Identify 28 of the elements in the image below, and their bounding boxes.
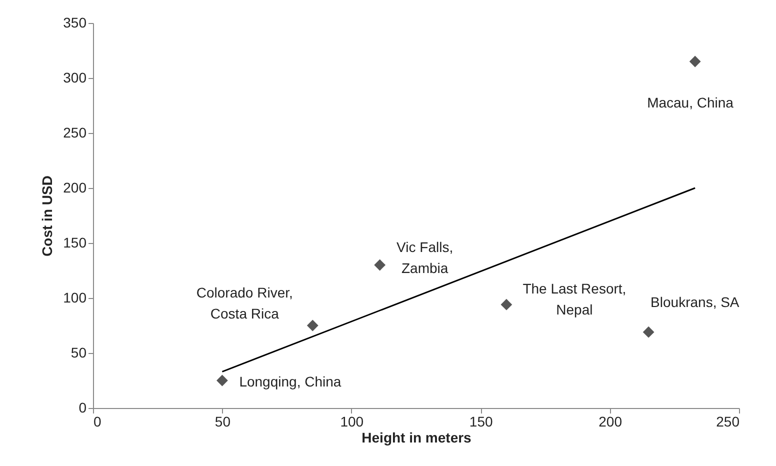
x-tick-label: 100 (340, 414, 364, 430)
x-tick-label: 200 (598, 414, 622, 430)
annotation: Vic Falls, Zambia (396, 239, 454, 276)
y-tick-label: 200 (63, 180, 87, 196)
point (689, 56, 701, 68)
x-tick-label: 0 (94, 414, 102, 430)
y-tick-label: 150 (63, 234, 87, 250)
y-tick-label: 50 (70, 344, 87, 360)
point (642, 326, 654, 338)
point (374, 259, 386, 271)
annotation: Bloukrans, SA (650, 294, 740, 310)
y-tick-label: 0 (78, 400, 87, 416)
point (216, 374, 228, 386)
annotation: Longqing, China (239, 374, 342, 390)
x-tick-label: 50 (214, 414, 231, 430)
y-axis-title: Cost in USD (39, 176, 56, 256)
annotation: Colorado River, Costa Rica (196, 284, 293, 322)
point (306, 320, 318, 332)
y-tick-label: 100 (63, 290, 87, 306)
y-tick-label: 350 (63, 14, 87, 30)
x-tick-label: 250 (716, 414, 740, 430)
x-axis-title: Height in meters (362, 430, 472, 446)
x-tick-label: 150 (469, 414, 493, 430)
y-tick-label: 250 (63, 124, 87, 140)
annotation: The Last Resort, Nepal (522, 280, 626, 318)
annotation: Macau, China (647, 94, 734, 110)
point (500, 298, 512, 310)
y-tick-label: 300 (63, 70, 87, 86)
